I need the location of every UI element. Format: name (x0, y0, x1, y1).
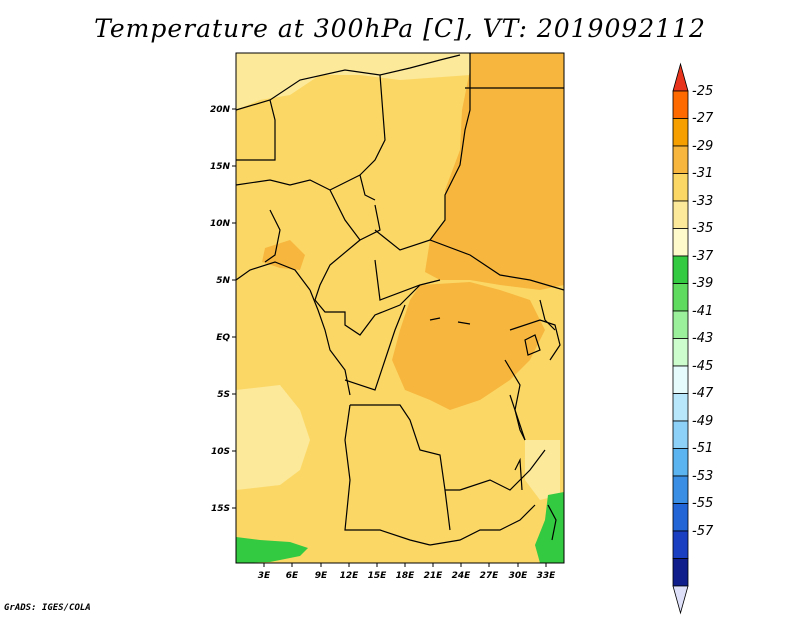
colorbar-swatch (672, 448, 689, 477)
colorbar-labels: -25 -27 -29 -31 -33 -35 -37 -39 -41 -43 … (692, 84, 714, 539)
lon-label-6e: 6E (286, 571, 299, 581)
lon-label-33e: 33E (537, 571, 557, 581)
colorbar-label-11: -47 (692, 386, 714, 401)
lat-label-15s: 15S (211, 504, 230, 514)
colorbar-label-3: -31 (692, 166, 713, 181)
map-title: Temperature at 300hPa [C], VT: 201909211… (94, 14, 706, 43)
country-borders (235, 53, 565, 546)
colorbar (672, 62, 689, 615)
colorbar-label-1: -27 (692, 111, 714, 126)
colorbar-swatch (672, 558, 689, 587)
colorbar-bottom-arrow (672, 585, 689, 615)
lat-label-20n: 20N (210, 105, 231, 115)
colorbar-swatch (672, 228, 689, 257)
colorbar-label-7: -39 (692, 276, 713, 291)
colorbar-label-14: -53 (692, 469, 713, 484)
colorbar-label-10: -45 (692, 359, 713, 374)
colorbar-swatch (672, 503, 689, 532)
lat-label-eq: EQ (216, 333, 230, 343)
temperature-field-southeast-light (525, 440, 560, 500)
colorbar-label-13: -51 (692, 441, 713, 456)
colorbar-swatch (672, 475, 689, 504)
colorbar-label-5: -35 (692, 221, 713, 236)
lon-label-18e: 18E (396, 571, 416, 581)
longitude-axis: 3E 6E 9E 12E 15E 18E 21E 24E 27E 30E 33E (258, 563, 556, 581)
temperature-field-sw-green (236, 537, 308, 563)
colorbar-label-12: -49 (692, 414, 713, 429)
colorbar-label-16: -57 (692, 524, 714, 539)
colorbar-swatch (672, 283, 689, 312)
colorbar-top-arrow (672, 62, 689, 92)
lat-label-10s: 10S (211, 447, 230, 457)
lat-label-15n: 15N (210, 162, 231, 172)
temperature-field-east-warm (425, 53, 564, 290)
colorbar-label-2: -29 (692, 139, 713, 154)
colorbar-swatch (672, 200, 689, 229)
lon-label-27e: 27E (480, 571, 500, 581)
lon-label-3e: 3E (258, 571, 271, 581)
lat-label-10n: 10N (210, 219, 231, 229)
colorbar-label-0: -25 (692, 84, 713, 99)
latitude-axis: 20N 15N 10N 5N EQ 5S 10S 15S (210, 105, 236, 514)
colorbar-swatch (672, 393, 689, 422)
colorbar-label-8: -41 (692, 304, 713, 319)
colorbar-swatch (672, 255, 689, 284)
colorbar-swatch (672, 145, 689, 174)
lon-label-21e: 21E (424, 571, 444, 581)
lon-label-9e: 9E (315, 571, 328, 581)
map-panel: 20N 15N 10N 5N EQ 5S 10S 15S 3E 6E 9E 12 (210, 52, 565, 581)
lon-label-12e: 12E (340, 571, 360, 581)
temperature-field-north-light-2 (300, 53, 470, 80)
temperature-field-southwest-light (236, 385, 310, 490)
colorbar-label-15: -55 (692, 496, 713, 511)
grads-credit: GrADS: IGES/COLA (4, 603, 91, 613)
colorbar-swatch (672, 338, 689, 367)
colorbar-label-4: -33 (692, 194, 713, 209)
colorbar-label-6: -37 (692, 249, 714, 264)
temperature-field-congo-warm (392, 282, 545, 410)
colorbar-swatch (672, 310, 689, 339)
colorbar-label-9: -43 (692, 331, 713, 346)
colorbar-swatch (672, 173, 689, 202)
colorbar-swatch (672, 90, 689, 119)
colorbar-swatch (672, 118, 689, 147)
map-frame (235, 52, 565, 564)
lon-label-15e: 15E (368, 571, 388, 581)
colorbar-swatch (672, 420, 689, 449)
lon-label-30e: 30E (509, 571, 529, 581)
colorbar-swatch (672, 365, 689, 394)
lakes (429, 317, 557, 541)
temperature-field-se-green (535, 492, 564, 563)
colorbar-swatch (672, 530, 689, 559)
lat-label-5s: 5S (217, 390, 230, 400)
lat-label-5n: 5N (216, 276, 230, 286)
lon-label-24e: 24E (452, 571, 472, 581)
